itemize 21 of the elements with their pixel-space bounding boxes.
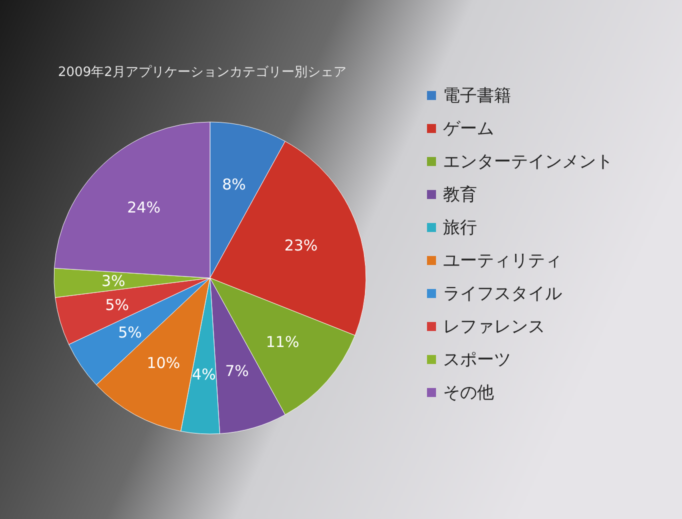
legend-label: エンターテインメント [443,152,613,172]
data-label: 4% [192,366,216,384]
data-label: 23% [284,236,318,254]
legend-label: ライフスタイル [443,284,562,304]
legend-label: 旅行 [443,218,477,238]
data-label: 11% [266,332,300,351]
chart-title: 2009年2月アプリケーションカテゴリー別シェア [58,65,346,80]
legend-label: その他 [443,383,494,403]
legend-label: ゲーム [443,119,494,139]
legend-label: レファレンス [443,317,545,337]
legend-label: 教育 [443,185,477,205]
data-label: 3% [101,272,126,290]
legend-label: スポーツ [443,350,511,370]
data-label: 10% [146,354,180,372]
data-label: 7% [225,362,249,380]
data-label: 5% [105,296,130,314]
legend-label: ユーティリティ [443,251,562,271]
data-label: 24% [127,198,160,216]
data-label: 8% [222,175,246,194]
data-label: 5% [118,323,142,342]
legend-label: 電子書籍 [443,86,511,106]
